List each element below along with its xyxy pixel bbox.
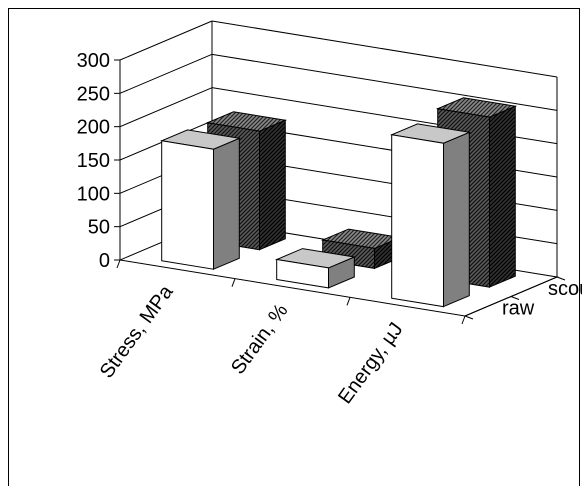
y-tick-label: 200 — [77, 117, 110, 139]
category-label: Stress, MPa — [96, 281, 178, 383]
gridline-left — [119, 53, 213, 94]
y-tick-label: 300 — [77, 50, 110, 72]
gridline-left — [119, 87, 213, 128]
bar-front-face — [391, 134, 444, 308]
category-label: Energy, µJ — [334, 319, 407, 408]
series-label-scoured: scoured — [548, 278, 582, 300]
bar-raw-1 — [159, 129, 242, 270]
y-tick-label: 250 — [77, 83, 110, 105]
x-tick-mark — [461, 315, 466, 325]
series-axis: raw scoured — [464, 276, 582, 320]
bar-side-face — [213, 137, 240, 270]
bar-front-face — [276, 258, 329, 289]
chart-frame — [8, 8, 580, 486]
y-tick-label: 0 — [99, 250, 110, 272]
bar-raw-2 — [274, 248, 357, 289]
series-tick-mark — [464, 315, 474, 320]
gridline-back — [211, 53, 558, 111]
x-tick-mark — [346, 297, 351, 306]
x-tick-mark — [116, 259, 121, 269]
category-label: Strain, % — [227, 300, 293, 379]
y-tick-label: 50 — [88, 217, 110, 239]
bar-side-face — [443, 131, 470, 308]
left-wall-top-edge — [119, 20, 213, 61]
bar-raw-3 — [389, 123, 472, 308]
y-tick-label: 150 — [77, 150, 110, 172]
x-tick-mark — [231, 278, 236, 287]
y-axis: 0 50 100 150 200 250 300 — [77, 50, 120, 272]
series-label-raw: raw — [502, 297, 535, 319]
series-tick-mark — [510, 296, 520, 300]
bar-side-face — [259, 119, 286, 251]
bar-side-face — [489, 105, 516, 288]
back-wall-top-edge — [211, 20, 558, 78]
bars — [159, 97, 518, 308]
y-tick-label: 100 — [77, 183, 110, 205]
bar-front-face — [161, 140, 214, 270]
series-tick-mark — [556, 276, 566, 281]
